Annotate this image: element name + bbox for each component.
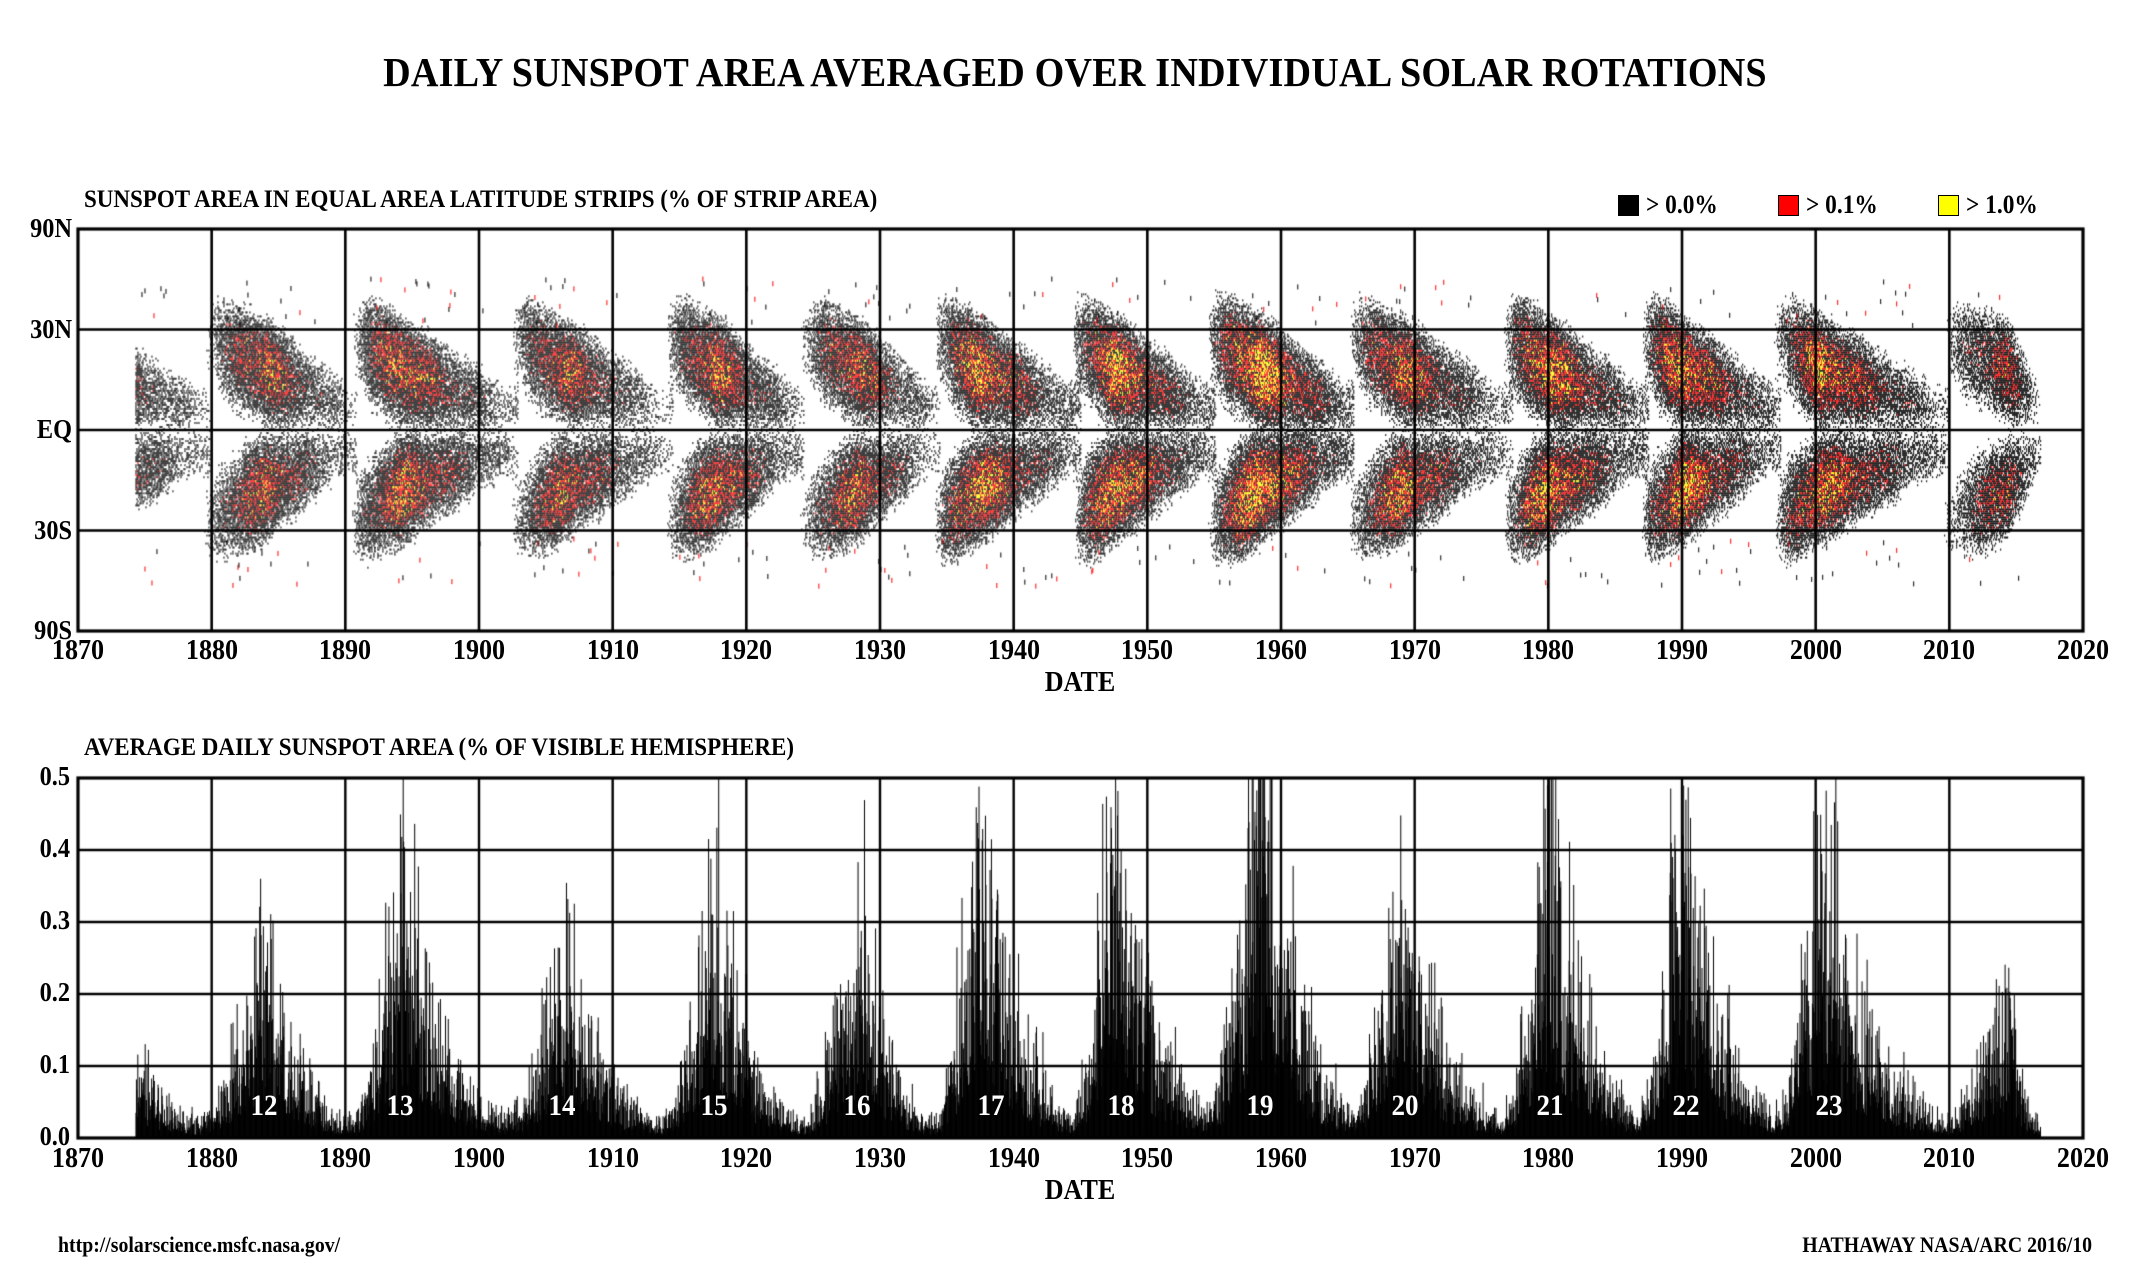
average-xtick-2010: 2010 — [1923, 1142, 1976, 1174]
butterfly-xtick-1870: 1870 — [51, 634, 105, 666]
legend: > 0.0% > 0.1% > 1.0% — [1618, 190, 2088, 222]
legend-label-2: > 1.0% — [1966, 190, 2038, 219]
butterfly-xtick-1910: 1910 — [586, 634, 639, 666]
legend-swatch-black — [1618, 194, 1639, 216]
butterfly-ytick-30S: 30S — [34, 514, 72, 545]
legend-swatch-red — [1778, 194, 1799, 216]
butterfly-xtick-1900: 1900 — [452, 634, 506, 666]
average-area-axes-frame — [73, 773, 2088, 1143]
average-ytick-0p0: 0.0 — [39, 1121, 70, 1151]
page-title: DAILY SUNSPOT AREA AVERAGED OVER INDIVID… — [383, 49, 1767, 95]
butterfly-xtick-1930: 1930 — [853, 634, 907, 666]
source-url[interactable]: http://solarscience.msfc.nasa.gov/ — [58, 1232, 341, 1257]
average-y-axis-labels: 0.0 0.1 0.2 0.3 0.4 0.5 — [39, 761, 70, 1151]
average-ytick-0p1: 0.1 — [39, 1049, 70, 1079]
legend-item-2: > 1.0% — [1938, 190, 2046, 220]
butterfly-xtick-1940: 1940 — [987, 634, 1040, 666]
cycle-label-13: 13 — [386, 1089, 414, 1123]
butterfly-ytick-90N: 90N — [30, 213, 73, 243]
cycle-label-20: 20 — [1391, 1089, 1419, 1123]
legend-label-1: > 0.1% — [1806, 190, 1878, 219]
cycle-label-12: 12 — [250, 1089, 278, 1123]
average-xtick-1900: 1900 — [452, 1142, 506, 1174]
legend-swatch-yellow — [1938, 194, 1959, 216]
cycle-label-18: 18 — [1107, 1089, 1135, 1123]
average-ytick-0p2: 0.2 — [39, 977, 70, 1007]
cycle-label-16: 16 — [843, 1089, 871, 1123]
cycle-label-23: 23 — [1815, 1089, 1843, 1123]
butterfly-ytick-EQ: EQ — [36, 414, 72, 444]
average-xtick-2000: 2000 — [1789, 1142, 1842, 1174]
butterfly-x-axis-labels: 1870 1880 1890 1900 1910 1920 1930 1940 1950 1960… — [51, 634, 2110, 666]
average-area-panel-title: AVERAGE DAILY SUNSPOT AREA (% OF VISIBLE… — [84, 734, 794, 761]
cycle-label-15: 15 — [700, 1089, 728, 1123]
average-xtick-1940: 1940 — [987, 1142, 1040, 1174]
average-xtick-1920: 1920 — [720, 1142, 773, 1174]
butterfly-xtick-1970: 1970 — [1388, 634, 1441, 666]
butterfly-xtick-2020: 2020 — [2056, 634, 2110, 666]
cycle-label-21: 21 — [1536, 1089, 1564, 1123]
average-ytick-0p3: 0.3 — [39, 905, 70, 935]
average-x-axis-title: DATE — [1044, 1174, 1116, 1206]
butterfly-xtick-2000: 2000 — [1789, 634, 1842, 666]
butterfly-ytick-30N: 30N — [30, 313, 73, 344]
average-x-axis-labels: 1870 1880 1890 1900 1910 1920 1930 1940 1950 1960… — [51, 1142, 2110, 1174]
cycle-label-14: 14 — [548, 1089, 576, 1123]
average-ytick-0p4: 0.4 — [39, 833, 70, 863]
butterfly-xtick-1980: 1980 — [1522, 634, 1575, 666]
average-xtick-2020: 2020 — [2056, 1142, 2110, 1174]
butterfly-xtick-1880: 1880 — [185, 634, 238, 666]
butterfly-xtick-1990: 1990 — [1655, 634, 1709, 666]
cycle-label-22: 22 — [1672, 1089, 1700, 1123]
legend-item-0: > 0.0% — [1618, 190, 1726, 220]
average-xtick-1990: 1990 — [1655, 1142, 1709, 1174]
average-ytick-0p5: 0.5 — [39, 761, 70, 791]
butterfly-x-axis-title: DATE — [1044, 666, 1116, 698]
legend-item-1: > 0.1% — [1778, 190, 1886, 220]
butterfly-panel-title: SUNSPOT AREA IN EQUAL AREA LATITUDE STRI… — [84, 186, 878, 213]
average-xtick-1910: 1910 — [586, 1142, 639, 1174]
cycle-label-17: 17 — [977, 1089, 1005, 1123]
average-xtick-1960: 1960 — [1254, 1142, 1308, 1174]
average-xtick-1950: 1950 — [1121, 1142, 1174, 1174]
solar-cycle-number-labels: 12 13 14 15 16 17 18 19 20 21 22 23 — [0, 0, 2150, 1220]
butterfly-xtick-2010: 2010 — [1923, 634, 1976, 666]
average-xtick-1870: 1870 — [51, 1142, 105, 1174]
average-xtick-1980: 1980 — [1522, 1142, 1575, 1174]
butterfly-xtick-1920: 1920 — [720, 634, 773, 666]
legend-label-0: > 0.0% — [1646, 190, 1718, 219]
butterfly-xtick-1890: 1890 — [319, 634, 372, 666]
butterfly-y-axis-labels: 90N 30N EQ 30S 90S — [30, 213, 73, 645]
average-xtick-1930: 1930 — [853, 1142, 907, 1174]
butterfly-xtick-1960: 1960 — [1254, 634, 1308, 666]
average-xtick-1970: 1970 — [1388, 1142, 1441, 1174]
average-xtick-1890: 1890 — [319, 1142, 372, 1174]
average-xtick-1880: 1880 — [185, 1142, 238, 1174]
butterfly-xtick-1950: 1950 — [1121, 634, 1174, 666]
butterfly-axes-frame — [73, 224, 2088, 636]
butterfly-ytick-90S: 90S — [34, 615, 72, 645]
credit-line: HATHAWAY NASA/ARC 2016/10 — [1802, 1232, 2092, 1257]
cycle-label-19: 19 — [1246, 1089, 1274, 1123]
